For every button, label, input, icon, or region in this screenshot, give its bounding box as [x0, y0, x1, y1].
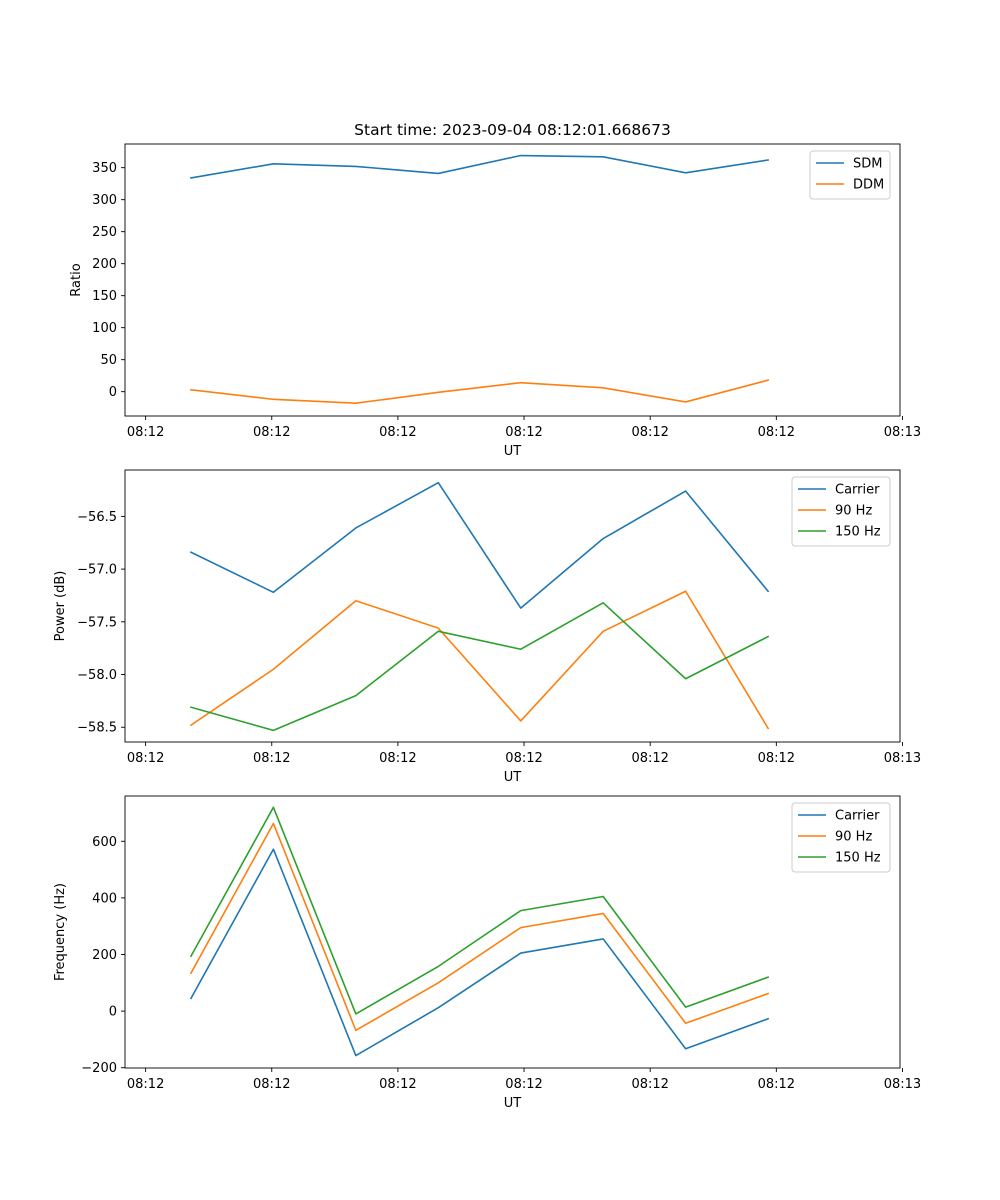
series-line-150-hz [189, 806, 770, 1015]
series-line-150-hz [189, 602, 770, 732]
y-tick-label: 0 [109, 1005, 117, 1020]
series-line-90-hz [189, 822, 770, 1032]
legend: Carrier 90 Hz 150 Hz [791, 476, 891, 547]
series-line-carrier [189, 481, 770, 609]
legend-box [791, 802, 891, 873]
y-tick-label: 0 [109, 385, 117, 400]
x-tick-label: 08:12 [379, 751, 416, 766]
legend-entry: DDM [853, 178, 884, 193]
x-tick-label: 08:13 [884, 751, 921, 766]
chart-title: Start time: 2023-09-04 08:12:01.668673 [354, 121, 671, 139]
y-tick-label: −58.5 [77, 721, 117, 736]
y-tick-label: 300 [92, 193, 117, 208]
x-tick-label: 08:12 [631, 425, 668, 440]
legend: Carrier 90 Hz 150 Hz [791, 802, 891, 873]
y-tick-label: 50 [100, 353, 117, 368]
y-tick-label: 600 [92, 835, 117, 850]
x-tick-label: 08:12 [505, 751, 542, 766]
series-line-90-hz [189, 590, 770, 730]
legend-entry: Carrier [835, 483, 880, 498]
y-axis-label: Frequency (Hz) [53, 883, 68, 981]
y-tick-label: 400 [92, 891, 117, 906]
y-tick-label: 200 [92, 257, 117, 272]
x-tick-label: 08:12 [758, 751, 795, 766]
x-tick-label: 08:12 [253, 1077, 290, 1092]
x-tick-label: 08:12 [253, 751, 290, 766]
y-tick-label: 350 [92, 161, 117, 176]
axes-frame [124, 469, 901, 743]
series-line-carrier [189, 848, 770, 1057]
y-axis-label: Power (dB) [53, 571, 68, 642]
y-tick-label: −58.0 [77, 668, 117, 683]
legend-entry: Carrier [835, 809, 880, 824]
x-tick-label: 08:12 [127, 751, 164, 766]
x-tick-label: 08:12 [631, 751, 668, 766]
series-line-sdm [190, 154, 770, 179]
legend-entry: 90 Hz [835, 830, 872, 845]
x-tick-label: 08:13 [884, 1077, 921, 1092]
y-tick-label: 150 [92, 289, 117, 304]
subplot-2: 08:12 08:12 08:12 08:12 08:12 08:12 08:13 −58.5… [53, 469, 921, 785]
x-tick-label: 08:12 [631, 1077, 668, 1092]
x-tick-label: 08:12 [127, 425, 164, 440]
x-tick-label: 08:12 [253, 425, 290, 440]
legend-entry: 150 Hz [835, 525, 881, 540]
x-tick-label: 08:12 [127, 1077, 164, 1092]
y-tick-label: −57.0 [77, 563, 117, 578]
x-tick-label: 08:12 [758, 1077, 795, 1092]
x-tick-label: 08:12 [758, 425, 795, 440]
y-tick-label: 250 [92, 225, 117, 240]
legend-entry: SDM [853, 157, 882, 172]
x-tick-label: 08:12 [379, 1077, 416, 1092]
x-tick-label: 08:12 [505, 1077, 542, 1092]
subplot-3: 08:12 08:12 08:12 08:12 08:12 08:12 08:13 −200 0… [53, 795, 921, 1111]
legend-entry: 150 Hz [835, 851, 881, 866]
x-axis-label: UT [504, 444, 522, 459]
legend-box [791, 476, 891, 547]
axes-frame [124, 795, 901, 1069]
y-axis-label: Ratio [69, 263, 84, 296]
axes-frame [124, 143, 901, 417]
subplot-1: 08:12 08:12 08:12 08:12 08:12 08:12 08:13 0 50 10… [69, 121, 921, 459]
y-tick-label: 100 [92, 321, 117, 336]
x-tick-label: 08:12 [505, 425, 542, 440]
y-tick-label: −56.5 [77, 510, 117, 525]
x-axis-label: UT [504, 770, 522, 785]
x-axis-label: UT [504, 1096, 522, 1111]
x-tick-label: 08:12 [379, 425, 416, 440]
legend: SDM DDM [809, 150, 891, 200]
y-tick-label: −57.5 [77, 615, 117, 630]
x-tick-label: 08:13 [884, 425, 921, 440]
legend-entry: 90 Hz [835, 504, 872, 519]
y-tick-label: 200 [92, 948, 117, 963]
y-tick-label: −200 [81, 1061, 117, 1076]
series-line-ddm [190, 379, 770, 405]
